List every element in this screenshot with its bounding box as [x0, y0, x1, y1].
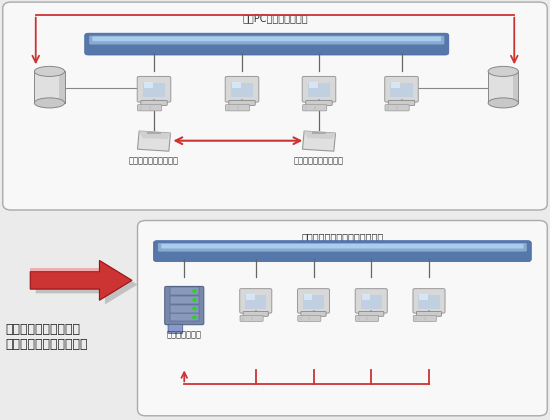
FancyBboxPatch shape [240, 315, 263, 321]
FancyBboxPatch shape [416, 311, 442, 316]
Bar [232, 82, 241, 88]
FancyBboxPatch shape [355, 315, 378, 321]
FancyBboxPatch shape [385, 76, 418, 102]
FancyBboxPatch shape [413, 289, 445, 313]
FancyBboxPatch shape [138, 105, 162, 111]
Text: グループでの情報管理へ: グループでの情報管理へ [6, 338, 88, 351]
Polygon shape [302, 131, 336, 151]
Bar [361, 294, 370, 300]
FancyBboxPatch shape [298, 289, 329, 313]
Polygon shape [30, 260, 132, 300]
FancyBboxPatch shape [388, 100, 415, 105]
FancyBboxPatch shape [92, 37, 441, 41]
Text: ファイルサーバでのデータ管理: ファイルサーバでのデータ管理 [301, 232, 383, 242]
Bar [513, 71, 518, 103]
FancyBboxPatch shape [306, 100, 332, 105]
Bar [419, 294, 428, 300]
Bar [419, 295, 439, 309]
FancyBboxPatch shape [298, 315, 321, 321]
FancyBboxPatch shape [413, 315, 436, 321]
Text: 個人での情報管理から: 個人での情報管理から [6, 323, 80, 336]
Bar [169, 313, 199, 321]
FancyBboxPatch shape [138, 220, 547, 416]
Bar [303, 295, 324, 309]
FancyBboxPatch shape [243, 311, 268, 316]
Ellipse shape [488, 98, 518, 108]
Polygon shape [304, 131, 336, 139]
FancyBboxPatch shape [168, 324, 183, 333]
Text: リムーバブルメディア: リムーバブルメディア [129, 156, 179, 165]
FancyBboxPatch shape [153, 241, 531, 262]
FancyBboxPatch shape [385, 105, 409, 111]
FancyBboxPatch shape [301, 311, 326, 316]
Bar [169, 287, 199, 295]
Circle shape [193, 316, 196, 319]
FancyBboxPatch shape [89, 36, 444, 45]
Bar [59, 71, 65, 103]
FancyBboxPatch shape [161, 244, 524, 249]
FancyBboxPatch shape [226, 105, 250, 111]
Circle shape [193, 299, 196, 301]
Bar [147, 131, 161, 134]
Bar [312, 131, 326, 134]
Bar [392, 82, 400, 88]
FancyBboxPatch shape [240, 289, 272, 313]
Text: リムーバブルメディア: リムーバブルメディア [294, 156, 344, 165]
FancyBboxPatch shape [85, 33, 449, 55]
Text: ファイルサーバ: ファイルサーバ [167, 331, 202, 339]
Ellipse shape [34, 66, 65, 76]
Polygon shape [36, 265, 138, 304]
FancyBboxPatch shape [141, 100, 167, 105]
Bar [246, 294, 255, 300]
Bar [231, 83, 253, 97]
Bar [169, 296, 199, 304]
Bar [245, 295, 266, 309]
Bar [488, 71, 519, 103]
Bar [34, 71, 65, 103]
FancyBboxPatch shape [359, 311, 384, 316]
FancyBboxPatch shape [302, 105, 327, 111]
Polygon shape [139, 131, 170, 139]
FancyBboxPatch shape [355, 289, 387, 313]
Bar [309, 82, 318, 88]
Ellipse shape [34, 98, 65, 108]
Ellipse shape [488, 66, 518, 76]
FancyBboxPatch shape [3, 2, 547, 210]
FancyBboxPatch shape [302, 76, 336, 102]
Bar [361, 295, 382, 309]
FancyBboxPatch shape [158, 243, 527, 252]
FancyBboxPatch shape [165, 286, 204, 325]
Bar [144, 82, 153, 88]
Circle shape [193, 307, 196, 310]
Text: 個人PCでのデータ管理: 個人PCでのデータ管理 [242, 13, 308, 24]
Bar [308, 83, 330, 97]
Bar [304, 294, 312, 300]
Bar [390, 83, 412, 97]
Bar [143, 83, 165, 97]
Polygon shape [30, 268, 100, 272]
FancyBboxPatch shape [229, 100, 255, 105]
Circle shape [193, 290, 196, 292]
Polygon shape [138, 131, 170, 151]
Bar [169, 304, 199, 312]
FancyBboxPatch shape [138, 76, 170, 102]
FancyBboxPatch shape [226, 76, 258, 102]
